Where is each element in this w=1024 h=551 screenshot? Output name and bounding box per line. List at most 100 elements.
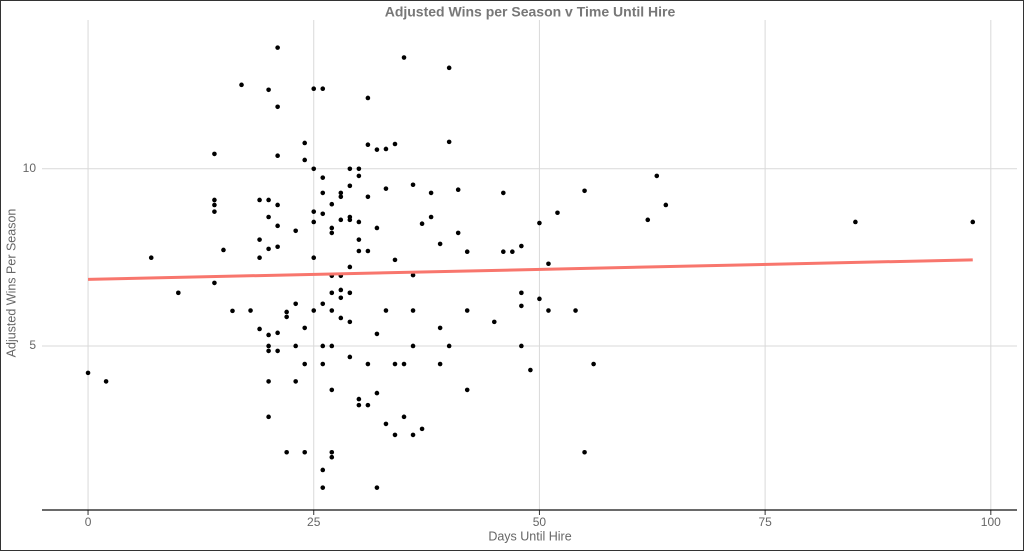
point: [410, 182, 416, 188]
point: [374, 390, 380, 396]
point: [356, 237, 362, 242]
point: [464, 249, 470, 255]
point: [374, 147, 380, 152]
point: [212, 151, 217, 157]
point: [320, 211, 326, 217]
point: [419, 426, 425, 432]
point: [85, 370, 91, 376]
point: [266, 197, 271, 203]
point: [275, 223, 280, 229]
point: [970, 219, 976, 225]
point: [266, 246, 271, 252]
point: [248, 308, 253, 313]
point: [302, 325, 308, 331]
point: [320, 485, 326, 490]
point: [257, 255, 262, 261]
point: [464, 387, 470, 393]
point: [546, 261, 551, 267]
point: [212, 202, 217, 208]
point: [311, 308, 317, 313]
point: [591, 361, 596, 367]
point: [356, 173, 362, 179]
point: [347, 319, 353, 325]
point: [392, 141, 398, 147]
point: [519, 243, 524, 249]
point: [302, 361, 308, 367]
x-tick-label: 0: [85, 515, 92, 529]
point: [266, 414, 271, 420]
point: [311, 219, 317, 225]
point: [266, 379, 271, 384]
point: [266, 87, 271, 93]
point: [221, 247, 226, 253]
point: [275, 153, 280, 158]
point: [455, 230, 461, 236]
y-axis-title: Adjusted Wins Per Season: [4, 209, 18, 358]
point: [365, 361, 371, 367]
point: [419, 221, 425, 227]
point: [401, 414, 407, 420]
point: [374, 225, 380, 231]
x-tick-label: 25: [307, 515, 321, 529]
chart-title: Adjusted Wins per Season v Time Until Hi…: [385, 4, 676, 20]
point: [302, 140, 308, 146]
point: [338, 190, 344, 196]
point: [446, 65, 452, 71]
point: [455, 187, 461, 193]
point: [383, 308, 389, 313]
point: [329, 225, 335, 231]
x-tick-label: 50: [533, 515, 547, 529]
point: [347, 290, 353, 296]
point: [446, 139, 452, 145]
point: [275, 330, 280, 336]
point: [519, 303, 524, 309]
y-tick-label: 5: [29, 338, 36, 352]
point: [356, 402, 362, 408]
point: [329, 387, 335, 393]
point: [446, 343, 452, 349]
point: [546, 308, 551, 313]
point: [338, 217, 344, 223]
point: [329, 290, 335, 296]
y-tick-label: 10: [23, 161, 37, 175]
x-tick-label: 75: [758, 515, 772, 529]
point: [320, 361, 326, 367]
point: [103, 379, 109, 384]
point: [266, 214, 271, 220]
point: [519, 343, 524, 349]
point: [311, 86, 317, 92]
point: [356, 219, 362, 225]
point: [311, 166, 317, 172]
point: [410, 308, 416, 313]
point: [275, 104, 280, 110]
point: [320, 343, 326, 349]
point: [582, 449, 587, 455]
point: [645, 217, 651, 223]
point: [311, 255, 317, 261]
point: [257, 237, 262, 242]
point: [347, 264, 353, 270]
trend-line: [88, 258, 973, 281]
point: [329, 201, 335, 207]
point: [257, 326, 262, 332]
point: [320, 190, 326, 196]
point: [212, 197, 217, 203]
point: [383, 146, 389, 152]
point: [537, 296, 542, 302]
point: [320, 467, 326, 473]
point: [582, 188, 587, 194]
point: [437, 325, 443, 331]
point: [365, 95, 371, 101]
point: [275, 45, 280, 50]
point: [275, 202, 280, 208]
point: [257, 197, 262, 203]
point: [410, 272, 416, 278]
point: [275, 348, 280, 354]
point: [654, 173, 660, 179]
point: [555, 210, 560, 216]
point: [501, 190, 506, 196]
point: [410, 343, 416, 349]
point: [437, 361, 443, 367]
